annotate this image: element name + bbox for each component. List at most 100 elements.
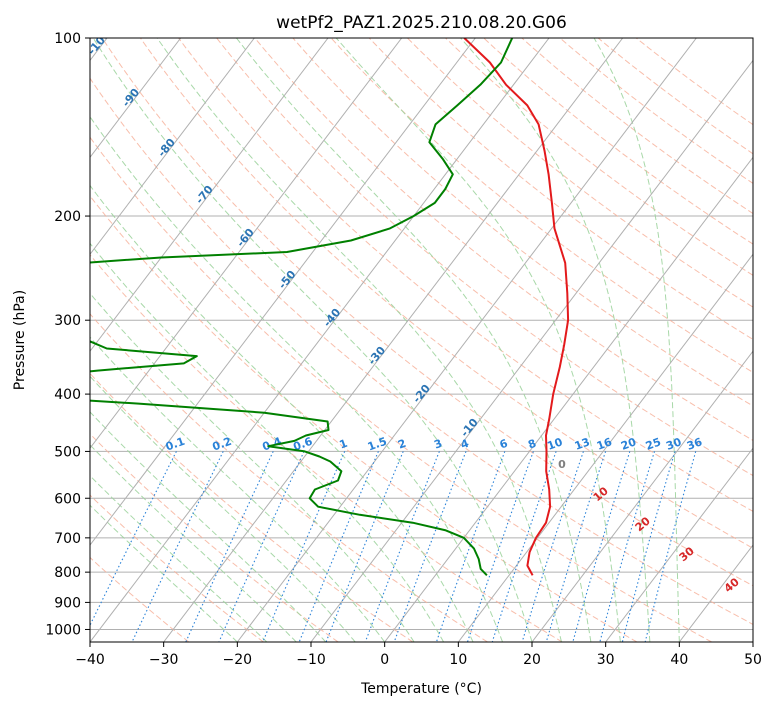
dry-adiabat (90, 136, 712, 642)
mixing-ratio-line (572, 451, 631, 642)
x-tick-label: 20 (523, 652, 541, 668)
isotherm-gridline (90, 38, 550, 642)
dry-adiabat (254, 38, 753, 442)
moist-adiabat (593, 38, 680, 642)
moist-adiabat (90, 444, 297, 642)
moist-adiabat (236, 38, 592, 642)
isotherm-gridline (90, 38, 255, 256)
mixing-ratio-label: 13 (573, 435, 592, 452)
moist-adiabat (90, 411, 327, 642)
dry-adiabat (90, 195, 638, 642)
mixing-ratio-label: 0.4 (261, 435, 284, 454)
isotherm-gridline (90, 38, 182, 159)
moist-adiabat-label: 0 (558, 458, 566, 471)
mixing-ratio-label: 25 (644, 435, 663, 452)
x-tick-label: 30 (597, 652, 615, 668)
x-tick-label: −10 (296, 652, 326, 668)
mixing-ratio-label: 4 (459, 437, 471, 452)
mixing-ratio-line (491, 451, 557, 642)
mixing-ratio-line (185, 451, 274, 642)
moist-adiabat (90, 375, 356, 642)
y-tick-label: 800 (54, 565, 81, 581)
mixing-ratio-label: 1.5 (366, 435, 389, 454)
dry-adiabat (90, 77, 753, 625)
y-tick-label: 400 (54, 387, 81, 403)
axes: −40 −30 −20 −10 0 10 20 30 40 5010020030040050060… (45, 31, 762, 668)
plot-frame (89, 37, 754, 643)
moist-adiabat (156, 38, 562, 642)
isotherm-gridline (310, 59, 753, 642)
dry-adiabat (445, 38, 753, 276)
mixing-ratio-label: 16 (595, 435, 614, 453)
mixing-ratio-line (131, 451, 224, 642)
temperature-profile (463, 38, 570, 576)
isotherm-gridline (163, 38, 624, 642)
mixing-ratio-label: 30 (664, 435, 683, 453)
dry-adiabat (101, 38, 753, 587)
y-tick-label: 1000 (45, 622, 81, 638)
dry-adiabat (90, 372, 414, 642)
chart-title: wetPf2_PAZ1.2025.210.08.20.G06 (276, 13, 567, 33)
dry-adiabat (90, 433, 339, 642)
dewpoint-profile (90, 38, 514, 576)
mixing-ratio-label: 6 (498, 437, 510, 452)
y-tick-label: 500 (54, 444, 81, 460)
moist-adiabat (92, 38, 533, 642)
y-tick-label: 600 (54, 491, 81, 507)
mixing-ratio-line (90, 451, 177, 627)
mixing-ratio-line (364, 451, 440, 642)
y-tick-label: 300 (54, 313, 81, 329)
x-tick-label: 10 (449, 652, 467, 668)
mixing-ratio-line (621, 451, 676, 642)
moist-adiabat (335, 38, 621, 642)
dry-adiabat (90, 253, 563, 642)
mixing-ratio-label: 3 (432, 437, 444, 452)
dry-adiabat (139, 38, 753, 549)
isotherm-gridline (90, 38, 329, 353)
x-tick-label: −20 (223, 652, 253, 668)
isotherm-gridline (384, 156, 753, 642)
moist-adiabat (90, 292, 415, 642)
mixing-ratio-line (298, 451, 379, 642)
x-tick-label: 50 (744, 652, 762, 668)
dry-adiabat (597, 38, 753, 155)
mixing-ratio-line (393, 451, 467, 642)
isotherm-gridline (605, 447, 753, 642)
isotherm-gridline (90, 38, 403, 449)
y-tick-label: 200 (54, 209, 81, 225)
mixing-ratio-line (545, 451, 607, 642)
mixing-ratio-label: 10 (545, 435, 564, 453)
dry-adiabat (368, 38, 753, 340)
mixing-ratio-label: 20 (619, 435, 638, 453)
dry-adiabat (292, 38, 753, 407)
y-tick-label: 900 (54, 595, 81, 611)
isotherm-gridline (90, 38, 476, 546)
mixing-ratio-label: 0.2 (211, 435, 234, 454)
isotherm-gridline (236, 38, 697, 642)
mixing-ratio-label: 8 (526, 437, 538, 452)
dry-adiabat (483, 38, 753, 245)
dry-adiabat (330, 38, 753, 373)
x-tick-label: −30 (149, 652, 179, 668)
mixing-ratio-line (599, 451, 656, 642)
isotherm-gridline (531, 350, 753, 642)
x-tick-label: −40 (75, 652, 105, 668)
mixing-ratio-label: 1 (338, 437, 350, 452)
x-axis-label: Temperature (°C) (360, 681, 482, 697)
moist-adiabat (90, 184, 474, 642)
moist-adiabat (90, 242, 445, 642)
x-tick-label: 40 (670, 652, 688, 668)
dry-adiabat (178, 38, 753, 512)
mixing-ratio-label: 0.1 (164, 435, 187, 454)
moist-adiabat (90, 115, 503, 642)
mixing-ratio-line (466, 451, 534, 642)
x-tick-label: 0 (380, 652, 389, 668)
moist-adiabat (90, 475, 268, 642)
y-axis-label: Pressure (hPa) (12, 290, 28, 390)
dry-adiabat (90, 313, 488, 642)
mixing-ratio-label: 36 (685, 435, 704, 453)
dry-adiabat (407, 38, 753, 308)
dry-adiabat (521, 38, 753, 215)
y-tick-label: 100 (54, 31, 81, 47)
